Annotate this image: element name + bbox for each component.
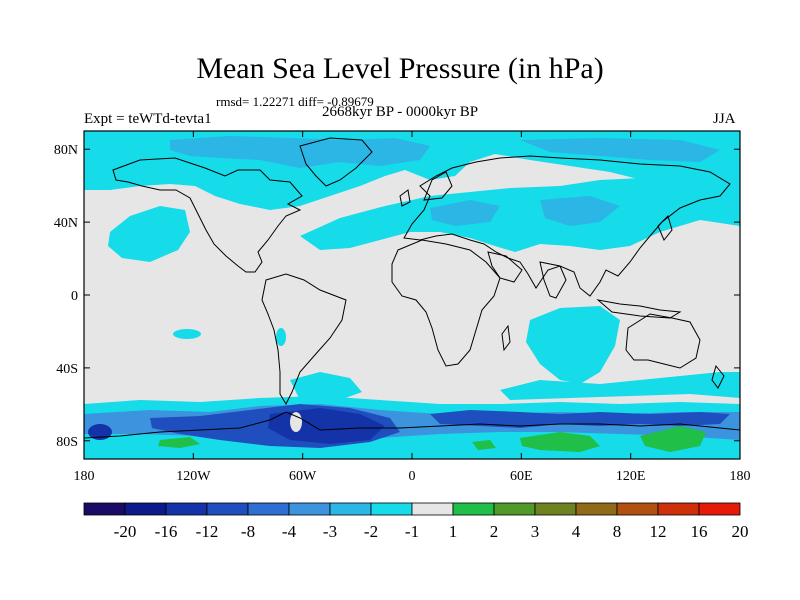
y-tick-label: 40N [54,216,78,231]
antarctic-positive-2 [520,432,600,452]
map-plot-area [84,131,740,459]
pacific-sector-spot [88,424,112,440]
map-title: Mean Sea Level Pressure (in hPa) [196,52,604,85]
colorbar-swatch [165,502,208,516]
coast-indonesia [596,299,682,319]
weddell-spot [290,412,302,432]
colorbar-label: 8 [613,522,622,541]
experiment-label: Expt = teWTd-tevta1 [84,111,212,127]
colorbar-swatch [452,502,495,516]
colorbar-label: 20 [732,522,749,541]
antarctic-positive-1 [158,437,200,448]
colorbar-label: -20 [114,522,137,541]
coast-scandinavia [423,171,453,201]
southern-ocean-east-strong [430,410,730,428]
coast-japan [657,215,673,241]
colorbar-label: -4 [282,522,297,541]
colorbar-label: -3 [323,522,337,541]
colorbar: -20 -16 -12 -8 -4 -3 -2 -1 1 2 3 4 8 12 16 20 [83,502,749,541]
coast-australia [625,313,701,369]
south-indian-band [500,372,740,400]
x-tick-label: 60W [289,469,317,484]
colorbar-swatch [698,502,741,516]
x-tick-label: 120W [176,469,211,484]
y-tick-label: 80N [54,143,78,158]
y-tick-label: 40S [56,362,78,377]
colorbar-label: 2 [490,522,499,541]
colorbar-swatch [534,502,577,516]
colorbar-swatch [288,502,331,516]
indian-ocean-anomaly [526,306,620,384]
asia-core-anomaly [540,196,620,226]
colorbar-swatch [247,502,290,516]
colorbar-label: -12 [196,522,219,541]
colorbar-label: 12 [650,522,667,541]
period-label: 2668kyr BP - 0000kyr BP [322,104,479,120]
coast-africa [391,239,501,367]
antarctic-positive-4 [472,440,496,450]
colorbar-label: -1 [405,522,419,541]
coast-antarctica [84,411,740,439]
colorbar-swatch [411,502,454,516]
north-pacific-anomaly [108,206,190,262]
coast-greenland [299,137,373,187]
x-tick-label: 60E [510,469,533,484]
colorbar-swatch [329,502,372,516]
coast-madagascar [501,324,511,352]
colorbar-swatch [657,502,700,516]
y-tick-label: 80S [56,435,78,450]
y-tick-label: 0 [71,289,78,304]
coast-north-america [112,157,303,273]
antarctic-positive-3 [640,426,706,452]
colorbar-swatch [493,502,536,516]
coast-south-america [261,273,347,406]
atlantic-eurasia-anomaly [300,178,740,252]
axis-ticks: 180 120W 60W 0 60E 120E 180 80N 40N 0 40S 80S [54,131,751,484]
coast-uk [399,189,411,207]
europe-core-anomaly [430,200,500,226]
x-tick-label: 0 [409,469,416,484]
coast-eurasia [403,155,731,297]
colorbar-swatch [575,502,618,516]
colorbar-label: -2 [364,522,378,541]
x-tick-label: 180 [74,469,95,484]
arctic-siberia-anomaly [520,138,720,162]
colorbar-label: 4 [572,522,581,541]
east-pacific-spot [173,329,201,339]
colorbar-label: -16 [155,522,178,541]
south-america-spot [276,328,286,346]
coast-india [539,261,567,299]
colorbar-label: 3 [531,522,540,541]
coastlines [84,137,740,439]
stats-label: rmsd= 1.22271 diff= -0.89679 [216,94,374,109]
coast-arabia [487,251,523,283]
colorbar-swatch [616,502,659,516]
colorbar-swatch [124,502,167,516]
colorbar-swatch [370,502,413,516]
colorbar-label: 16 [691,522,708,541]
colorbar-label: 1 [449,522,458,541]
x-tick-label: 180 [730,469,751,484]
x-tick-label: 120E [616,469,646,484]
season-label: JJA [713,111,736,127]
south-atlantic-anomaly [290,372,362,400]
colorbar-swatch [83,502,126,516]
colorbar-label: -8 [241,522,255,541]
colorbar-swatch [206,502,249,516]
coast-new-zealand [711,364,725,389]
